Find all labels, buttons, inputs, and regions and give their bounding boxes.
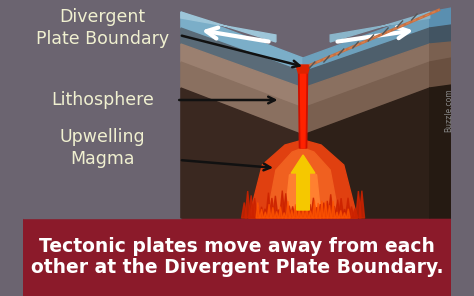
- Polygon shape: [301, 72, 306, 148]
- Polygon shape: [280, 191, 285, 218]
- Polygon shape: [256, 202, 260, 218]
- Polygon shape: [303, 12, 430, 72]
- Polygon shape: [359, 191, 365, 218]
- Polygon shape: [249, 140, 357, 218]
- Polygon shape: [181, 62, 303, 135]
- Polygon shape: [266, 193, 271, 218]
- Polygon shape: [298, 209, 301, 218]
- Polygon shape: [283, 213, 286, 218]
- Polygon shape: [260, 209, 264, 218]
- Polygon shape: [290, 210, 293, 218]
- Polygon shape: [269, 198, 274, 218]
- Polygon shape: [305, 206, 309, 218]
- Polygon shape: [307, 204, 313, 218]
- Polygon shape: [320, 201, 324, 218]
- Polygon shape: [279, 207, 282, 218]
- Polygon shape: [321, 203, 327, 218]
- Polygon shape: [301, 200, 306, 218]
- Text: Upwelling
Magma: Upwelling Magma: [59, 128, 145, 168]
- Polygon shape: [335, 212, 339, 218]
- Polygon shape: [430, 25, 451, 44]
- Polygon shape: [181, 44, 303, 108]
- Polygon shape: [294, 204, 297, 218]
- FancyArrow shape: [292, 155, 315, 210]
- Polygon shape: [318, 204, 323, 218]
- Polygon shape: [267, 148, 339, 218]
- Polygon shape: [181, 12, 276, 42]
- Polygon shape: [314, 207, 319, 218]
- Polygon shape: [328, 205, 331, 218]
- Polygon shape: [290, 206, 295, 218]
- Polygon shape: [286, 201, 290, 218]
- Polygon shape: [242, 202, 247, 218]
- Polygon shape: [248, 195, 254, 218]
- Polygon shape: [181, 28, 303, 88]
- Polygon shape: [273, 196, 278, 218]
- Polygon shape: [324, 201, 328, 218]
- Polygon shape: [303, 44, 430, 108]
- Polygon shape: [331, 206, 337, 218]
- Polygon shape: [296, 65, 310, 73]
- Polygon shape: [299, 72, 308, 148]
- Polygon shape: [303, 62, 430, 135]
- Polygon shape: [343, 213, 346, 218]
- Polygon shape: [335, 200, 340, 218]
- Polygon shape: [303, 28, 430, 88]
- Polygon shape: [430, 85, 451, 218]
- Polygon shape: [352, 209, 358, 218]
- Polygon shape: [430, 42, 451, 62]
- Polygon shape: [331, 201, 335, 218]
- Polygon shape: [23, 218, 451, 296]
- Polygon shape: [430, 8, 451, 28]
- Polygon shape: [275, 211, 278, 218]
- Polygon shape: [330, 12, 430, 42]
- Polygon shape: [252, 198, 257, 218]
- Polygon shape: [283, 193, 289, 218]
- Polygon shape: [264, 212, 267, 218]
- Polygon shape: [338, 198, 344, 218]
- Polygon shape: [262, 209, 268, 218]
- Text: Tectonic plates move away from each: Tectonic plates move away from each: [39, 237, 435, 256]
- Polygon shape: [304, 201, 309, 218]
- Polygon shape: [430, 58, 451, 88]
- Polygon shape: [316, 203, 320, 218]
- Polygon shape: [346, 209, 350, 218]
- Polygon shape: [293, 206, 299, 218]
- Polygon shape: [356, 191, 361, 218]
- Text: other at the Divergent Plate Boundary.: other at the Divergent Plate Boundary.: [31, 258, 443, 277]
- Polygon shape: [285, 165, 321, 218]
- Polygon shape: [309, 210, 312, 218]
- Polygon shape: [325, 201, 330, 218]
- Text: Buzzle.com: Buzzle.com: [444, 88, 453, 132]
- Text: Divergent
Plate Boundary: Divergent Plate Boundary: [36, 8, 169, 48]
- Polygon shape: [271, 207, 275, 218]
- Polygon shape: [303, 88, 430, 218]
- Polygon shape: [181, 88, 303, 218]
- Polygon shape: [328, 194, 333, 218]
- Polygon shape: [259, 207, 264, 218]
- Polygon shape: [286, 206, 292, 218]
- Polygon shape: [339, 210, 343, 218]
- Polygon shape: [342, 209, 347, 218]
- Polygon shape: [301, 206, 305, 218]
- Polygon shape: [245, 191, 250, 218]
- Polygon shape: [349, 207, 354, 218]
- Polygon shape: [181, 12, 303, 72]
- Polygon shape: [267, 204, 271, 218]
- Polygon shape: [23, 0, 181, 218]
- Polygon shape: [311, 198, 316, 218]
- Polygon shape: [345, 198, 351, 218]
- Polygon shape: [255, 207, 261, 218]
- Text: Lithosphere: Lithosphere: [51, 91, 154, 109]
- Polygon shape: [297, 204, 302, 218]
- Polygon shape: [312, 200, 316, 218]
- Polygon shape: [276, 210, 282, 218]
